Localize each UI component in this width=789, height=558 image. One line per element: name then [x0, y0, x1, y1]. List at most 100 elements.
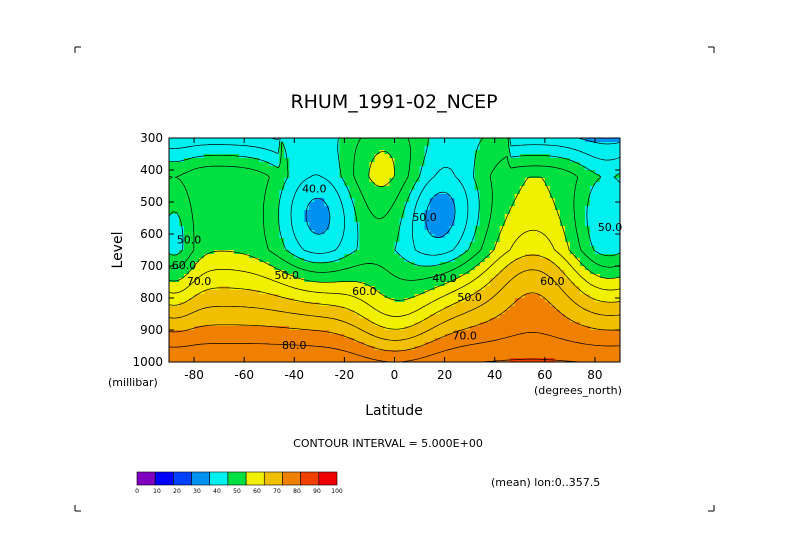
heatmap-cell — [479, 346, 486, 351]
heatmap-cell — [249, 202, 255, 207]
heatmap-cell — [329, 290, 335, 295]
heatmap-cell — [419, 282, 425, 287]
heatmap-cell — [459, 150, 466, 155]
heatmap-cell — [499, 322, 506, 327]
heatmap-cell — [239, 326, 245, 331]
heatmap-cell — [329, 342, 335, 347]
heatmap-cell — [454, 258, 461, 263]
heatmap-cell — [314, 246, 320, 251]
heatmap-cell — [499, 178, 506, 183]
heatmap-cell — [174, 154, 180, 159]
heatmap-cell — [294, 170, 300, 175]
heatmap-cell — [239, 162, 245, 167]
heatmap-cell — [484, 218, 491, 223]
heatmap-cell — [599, 346, 606, 351]
heatmap-cell — [369, 262, 375, 267]
heatmap-cell — [379, 142, 385, 147]
heatmap-cell — [359, 270, 365, 275]
heatmap-cell — [249, 246, 255, 251]
heatmap-cell — [339, 206, 345, 211]
heatmap-cell — [339, 250, 345, 255]
heatmap-cell — [414, 146, 420, 151]
heatmap-cell — [444, 278, 451, 283]
heatmap-cell — [399, 142, 405, 147]
heatmap-cell — [279, 274, 285, 279]
heatmap-cell — [409, 214, 415, 219]
heatmap-cell — [424, 154, 430, 159]
heatmap-cell — [614, 170, 621, 175]
heatmap-cell — [334, 198, 340, 203]
heatmap-cell — [529, 282, 536, 287]
heatmap-cell — [199, 278, 205, 283]
heatmap-cell — [569, 138, 576, 143]
heatmap-cell — [314, 282, 320, 287]
heatmap-cell — [309, 142, 315, 147]
heatmap-cell — [609, 206, 616, 211]
heatmap-cell — [169, 242, 175, 247]
heatmap-cell — [264, 226, 270, 231]
heatmap-cell — [209, 338, 215, 343]
heatmap-cell — [544, 190, 551, 195]
heatmap-cell — [534, 238, 541, 243]
heatmap-cell — [354, 282, 360, 287]
heatmap-cell — [349, 218, 355, 223]
heatmap-cell — [254, 262, 260, 267]
heatmap-cell — [564, 154, 571, 159]
heatmap-cell — [479, 174, 486, 179]
heatmap-cell — [319, 238, 325, 243]
heatmap-cell — [294, 206, 300, 211]
heatmap-cell — [324, 258, 330, 263]
heatmap-cell — [184, 310, 190, 315]
heatmap-cell — [279, 270, 285, 275]
heatmap-cell — [494, 222, 501, 227]
heatmap-cell — [524, 238, 531, 243]
heatmap-cell — [239, 222, 245, 227]
heatmap-cell — [464, 218, 471, 223]
heatmap-cell — [199, 170, 205, 175]
heatmap-cell — [329, 174, 335, 179]
heatmap-cell — [574, 290, 581, 295]
heatmap-cell — [374, 222, 380, 227]
heatmap-cell — [424, 258, 430, 263]
heatmap-cell — [439, 282, 446, 287]
heatmap-cell — [489, 270, 496, 275]
heatmap-cell — [474, 182, 481, 187]
heatmap-cell — [344, 234, 350, 239]
heatmap-cell — [519, 230, 526, 235]
heatmap-cell — [519, 138, 526, 143]
heatmap-cell — [274, 198, 280, 203]
heatmap-cell — [599, 198, 606, 203]
heatmap-cell — [209, 226, 215, 231]
heatmap-cell — [314, 266, 320, 271]
heatmap-cell — [364, 278, 370, 283]
heatmap-cell — [334, 154, 340, 159]
heatmap-cell — [469, 150, 476, 155]
heatmap-cell — [369, 186, 375, 191]
heatmap-cell — [304, 358, 310, 363]
heatmap-cell — [284, 238, 290, 243]
heatmap-cell — [549, 290, 556, 295]
heatmap-cell — [429, 202, 435, 207]
heatmap-cell — [274, 290, 280, 295]
heatmap-cell — [494, 262, 501, 267]
heatmap-cell — [204, 358, 210, 363]
heatmap-cell — [169, 278, 175, 283]
heatmap-cell — [394, 258, 400, 263]
heatmap-cell — [199, 310, 205, 315]
heatmap-cell — [559, 266, 566, 271]
heatmap-cell — [499, 354, 506, 359]
heatmap-cell — [444, 334, 451, 339]
heatmap-cell — [499, 246, 506, 251]
heatmap-cell — [294, 218, 300, 223]
heatmap-cell — [304, 338, 310, 343]
heatmap-cell — [464, 182, 471, 187]
heatmap-cell — [274, 278, 280, 283]
heatmap-cell — [409, 166, 415, 171]
heatmap-cell — [279, 310, 285, 315]
heatmap-cell — [224, 326, 230, 331]
heatmap-cell — [229, 222, 235, 227]
heatmap-cell — [264, 166, 270, 171]
heatmap-cell — [414, 318, 420, 323]
heatmap-cell — [234, 170, 240, 175]
heatmap-cell — [404, 314, 410, 319]
